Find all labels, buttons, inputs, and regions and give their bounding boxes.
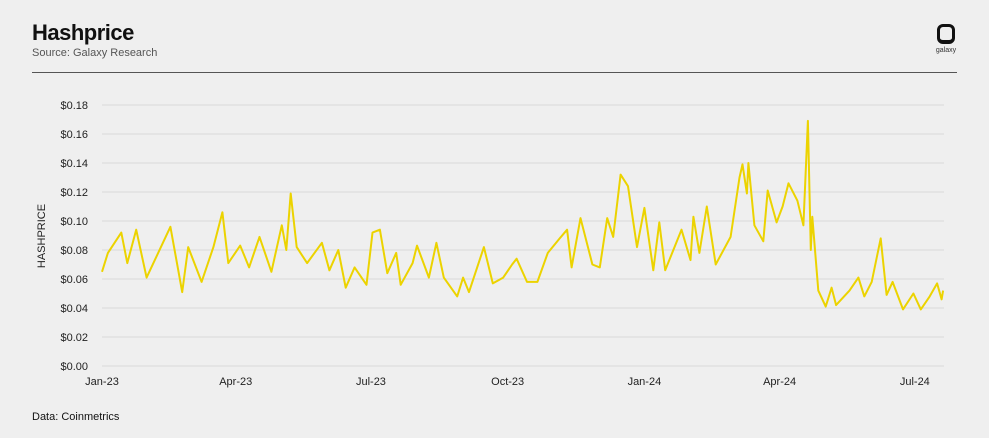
y-tick-label: $0.02 xyxy=(60,332,88,344)
y-tick-label: $0.00 xyxy=(60,361,88,373)
x-tick-label: Jul-23 xyxy=(356,376,386,388)
series-line-hashprice xyxy=(101,119,945,311)
y-tick-label: $0.18 xyxy=(60,100,88,112)
x-tick-label: Jan-24 xyxy=(628,376,662,388)
x-axis-ticks: Jan-23 Apr-23 Jul-23 Oct-23 Jan-24 Apr-24 Jul-… xyxy=(85,376,930,388)
x-tick-label: Apr-23 xyxy=(219,376,252,388)
x-tick-label: Jan-23 xyxy=(85,376,119,388)
y-tick-label: $0.16 xyxy=(60,129,88,141)
y-axis-label: HASHPRICE xyxy=(36,204,48,268)
galaxy-logo: galaxy xyxy=(928,22,964,62)
y-tick-label: $0.04 xyxy=(60,303,88,315)
galaxy-logo-icon xyxy=(937,24,955,44)
y-tick-label: $0.14 xyxy=(60,158,88,170)
data-source-note: Data: Coinmetrics xyxy=(32,411,120,423)
y-tick-label: $0.06 xyxy=(60,274,88,286)
chart-source: Source: Galaxy Research xyxy=(32,47,158,59)
gridlines xyxy=(102,104,944,367)
y-tick-label: $0.08 xyxy=(60,245,88,257)
y-axis-ticks: $0.00 $0.02 $0.04 $0.06 $0.08 $0.10 $0.12 $0.14… xyxy=(60,100,88,373)
galaxy-logo-text: galaxy xyxy=(935,47,957,54)
x-tick-label: Apr-24 xyxy=(763,376,796,388)
y-tick-label: $0.10 xyxy=(60,216,88,228)
header-divider xyxy=(32,72,957,73)
x-tick-label: Jul-24 xyxy=(900,376,930,388)
chart-title: Hashprice xyxy=(32,20,134,45)
x-tick-label: Oct-23 xyxy=(491,376,524,388)
y-tick-label: $0.12 xyxy=(60,187,88,199)
